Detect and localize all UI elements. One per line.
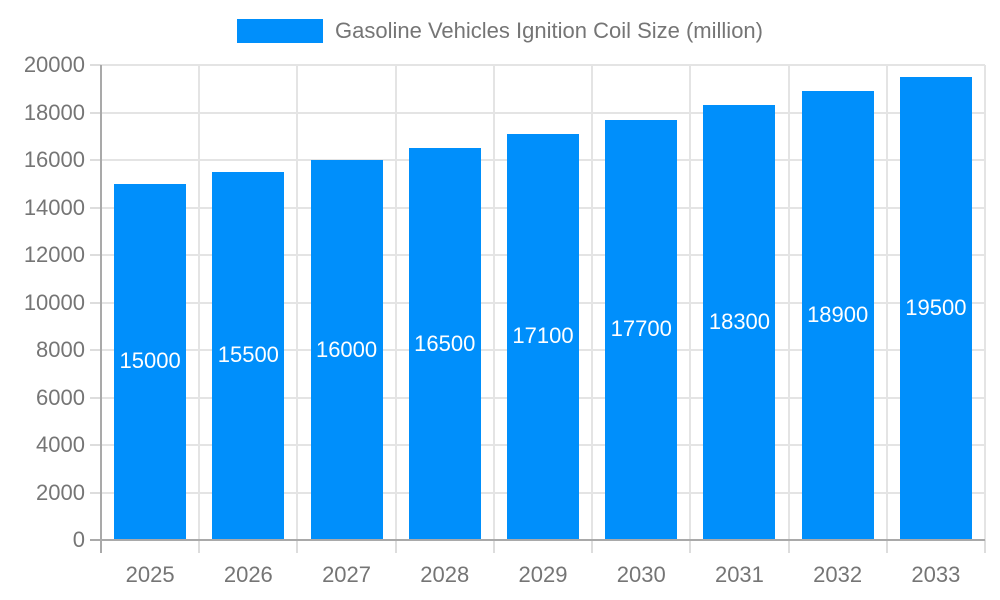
y-axis-label: 16000	[23, 147, 85, 172]
y-axis-tick	[90, 349, 101, 351]
legend-label: Gasoline Vehicles Ignition Coil Size (mi…	[335, 18, 763, 43]
y-axis-line	[100, 65, 102, 553]
x-gridline	[787, 65, 790, 540]
y-axis-tick	[90, 444, 101, 446]
y-axis-label: 4000	[36, 432, 85, 457]
x-axis-tick	[591, 540, 594, 553]
y-gridline	[101, 64, 985, 66]
y-axis-label: 0	[72, 527, 85, 552]
x-gridline	[689, 65, 692, 540]
y-axis-label: 14000	[23, 194, 85, 220]
x-axis-tick	[984, 540, 986, 553]
bar-2026[interactable]: 15500	[212, 171, 285, 539]
x-axis-label-2028: 2028	[420, 562, 470, 587]
y-axis-label: 18000	[23, 99, 85, 125]
y-axis-tick	[90, 64, 101, 66]
bar-2031[interactable]: 18300	[703, 105, 776, 539]
y-axis-label: 2000	[36, 479, 85, 505]
x-axis-line	[90, 539, 985, 541]
x-gridline	[984, 65, 986, 540]
y-axis-label: 12000	[23, 242, 85, 267]
x-gridline	[296, 65, 299, 540]
x-axis-label-2029: 2029	[518, 562, 568, 587]
y-axis-label: 20000	[23, 52, 85, 77]
bar-2032[interactable]: 18900	[801, 91, 874, 539]
y-axis-label: 10000	[23, 289, 85, 315]
legend-item[interactable]: Gasoline Vehicles Ignition Coil Size (mi…	[0, 18, 1000, 44]
y-axis-tick	[90, 396, 101, 399]
y-axis-label: 8000	[36, 337, 85, 362]
bar-2025[interactable]: 15000	[114, 183, 187, 539]
x-axis-tick	[394, 540, 397, 553]
bar-2028[interactable]: 16500	[408, 148, 481, 539]
bar-value-label: 15000	[119, 348, 181, 374]
x-axis-label-2030: 2030	[616, 562, 666, 587]
bar-value-label: 15500	[217, 342, 279, 368]
x-axis-label-2025: 2025	[125, 562, 175, 587]
bar-value-label: 18900	[807, 302, 869, 328]
bar-value-label: 18300	[708, 309, 771, 335]
y-axis-tick	[90, 159, 101, 161]
x-axis-label-2031: 2031	[714, 562, 764, 587]
y-gridline	[101, 111, 985, 114]
x-axis-tick	[787, 540, 790, 553]
x-axis-label-2027: 2027	[322, 562, 372, 587]
bar-value-label: 17100	[512, 323, 574, 349]
legend-swatch	[237, 19, 324, 43]
x-axis-label-2033: 2033	[911, 562, 961, 587]
x-gridline	[198, 65, 201, 540]
x-axis-label-2026: 2026	[223, 562, 273, 587]
bar-2033[interactable]: 19500	[899, 76, 972, 539]
bar-2029[interactable]: 17100	[507, 133, 579, 539]
x-gridline	[492, 65, 495, 540]
x-axis-tick	[198, 540, 201, 553]
y-axis-tick	[90, 301, 101, 304]
x-axis-tick	[689, 540, 692, 553]
y-axis-tick	[90, 111, 101, 114]
x-gridline	[885, 65, 888, 540]
bar-2027[interactable]: 16000	[310, 160, 383, 539]
y-axis-label: 6000	[36, 384, 85, 410]
y-axis-tick	[90, 254, 101, 256]
y-axis-tick	[90, 491, 101, 494]
x-axis-tick	[296, 540, 299, 553]
x-axis-label-2032: 2032	[813, 562, 863, 587]
bar-value-label: 19500	[905, 294, 967, 320]
x-axis-tick	[492, 540, 495, 553]
x-axis-tick	[885, 540, 888, 553]
bar-2030[interactable]: 17700	[605, 119, 678, 539]
y-axis-tick	[90, 206, 101, 209]
bar-value-label: 16500	[414, 330, 476, 356]
bar-value-label: 16000	[315, 336, 378, 362]
bar-value-label: 17700	[610, 316, 672, 342]
x-gridline	[394, 65, 397, 540]
x-gridline	[591, 65, 594, 540]
